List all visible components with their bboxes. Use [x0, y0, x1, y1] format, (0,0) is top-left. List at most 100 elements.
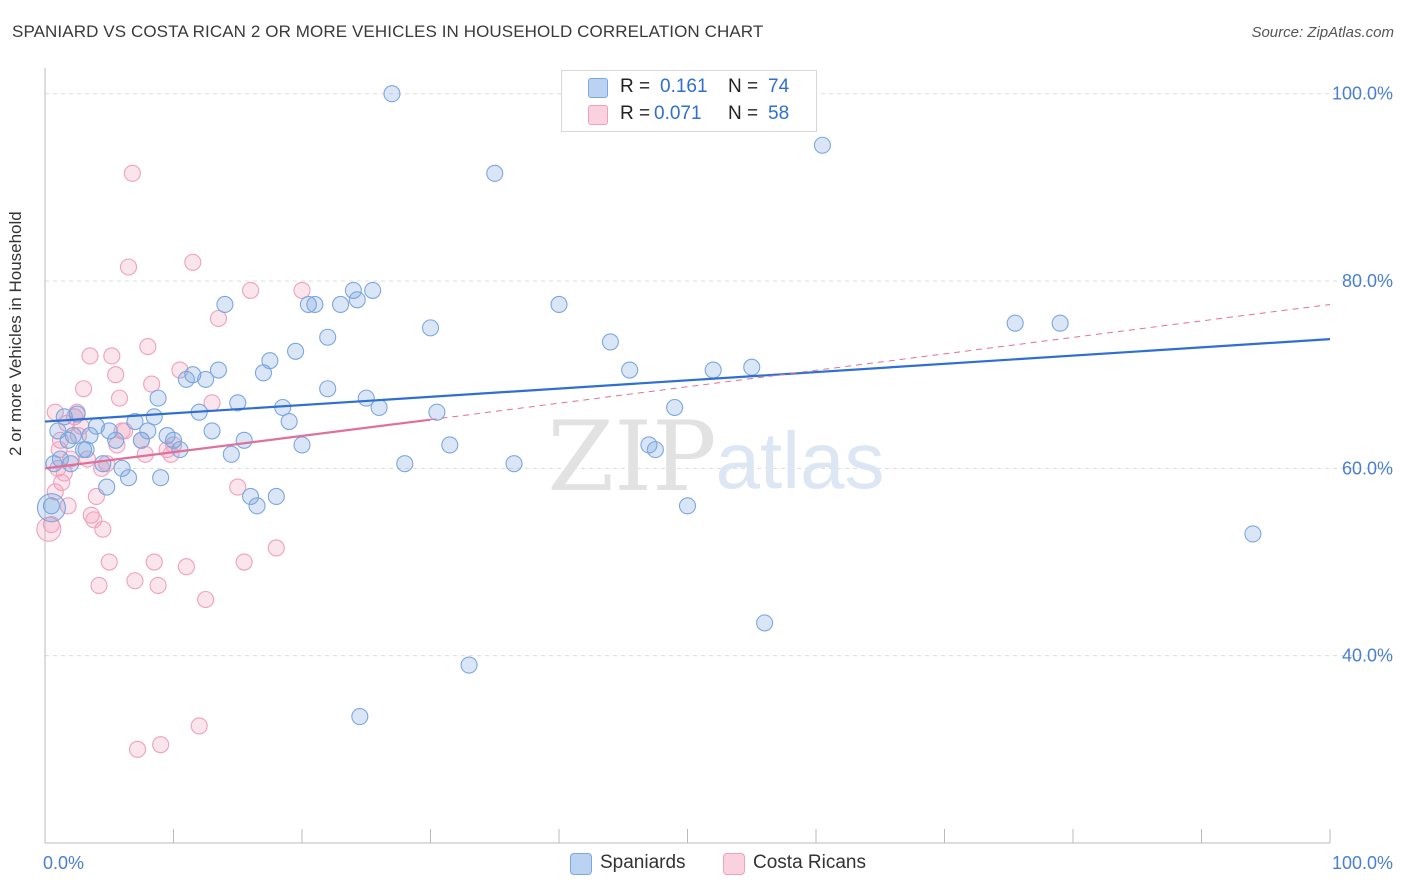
spaniards-point — [364, 281, 382, 299]
costa-ricans-point — [197, 590, 215, 609]
spaniards-point — [396, 455, 414, 473]
spaniards-point — [1051, 314, 1069, 332]
tick-labels: 100.0% 80.0% 60.0% 40.0% 0.0% 100.0% — [43, 84, 1393, 873]
spaniards-point — [460, 656, 478, 674]
spaniards-point — [81, 427, 99, 445]
spaniards-r-value: 0.161 — [660, 76, 708, 97]
legend-n-label: N = — [728, 103, 759, 124]
costa-ricans-point — [107, 366, 125, 384]
spaniards-point — [421, 319, 440, 337]
costa-ricans-point — [94, 520, 112, 538]
spaniards-point — [119, 469, 138, 487]
spaniards-point — [428, 403, 446, 421]
spaniards-point — [64, 427, 82, 445]
spaniards-point — [486, 164, 504, 182]
spaniards-point — [306, 295, 324, 314]
spaniards-point — [550, 295, 568, 314]
legend-r-label: R = — [620, 103, 651, 124]
spaniards-point — [287, 342, 305, 360]
costa-ricans-point — [123, 164, 141, 182]
spaniards-point — [351, 708, 369, 726]
costa-ricans-swatch — [588, 105, 608, 125]
spaniards-point — [107, 431, 125, 449]
spaniards-point — [59, 431, 77, 449]
spaniards-point — [299, 295, 317, 314]
costa-ricans-point — [103, 347, 121, 365]
spaniards-point — [383, 85, 401, 103]
costa-ricans-point — [110, 389, 129, 407]
costa-ricans-point — [171, 361, 189, 379]
spaniards-point — [261, 352, 279, 370]
costa-ricans-point — [53, 473, 71, 491]
costa-ricans-point — [229, 478, 247, 496]
y-tick-label: 60.0% — [1342, 458, 1393, 478]
spaniards-point — [743, 358, 761, 376]
trend-lines — [44, 303, 1331, 470]
costa-ricans-point — [90, 576, 108, 594]
costa-ricans-legend-swatch — [723, 853, 745, 875]
spaniards-point — [319, 328, 337, 346]
spaniards-point — [132, 431, 150, 449]
spaniards-point — [601, 333, 619, 351]
chart-title: SPANIARD VS COSTA RICAN 2 OR MORE VEHICL… — [12, 22, 764, 41]
costa-ricans-point — [62, 450, 80, 468]
y-tick-label: 100.0% — [1332, 84, 1393, 104]
spaniards-point — [646, 441, 664, 459]
costa-ricans-point — [128, 740, 147, 758]
spaniards-point — [68, 405, 86, 423]
source-label: Source: ZipAtlas.com — [1251, 24, 1394, 41]
spaniards-point — [229, 394, 247, 412]
spaniards-point — [1006, 314, 1024, 332]
costa-ricans-point — [184, 253, 202, 271]
spaniards-point — [319, 380, 337, 398]
watermark-zip: ZIP — [547, 401, 716, 513]
watermark: ZIP atlas — [547, 401, 884, 513]
spaniards-point — [98, 478, 116, 496]
spaniards-point — [267, 487, 285, 506]
spaniards-point — [280, 412, 298, 431]
spaniards-point — [42, 497, 60, 515]
spaniards-point — [139, 422, 157, 440]
costa-ricans-point — [293, 281, 311, 299]
spaniards-point — [152, 469, 170, 487]
spaniards-point — [621, 361, 639, 379]
spaniards-swatch — [588, 78, 608, 98]
spaniards-points — [36, 85, 1262, 726]
costa-ricans-point — [235, 553, 253, 571]
costa-ricans-point — [143, 375, 161, 393]
spaniards-point — [209, 361, 228, 379]
legend-r-label: R = — [620, 76, 651, 97]
spaniards-point — [242, 487, 260, 506]
costa-ricans-point — [126, 572, 144, 590]
spaniards-point — [813, 136, 831, 154]
stats-legend: R = 0.161 N = 74 R = 0.071 N = 58 — [561, 70, 817, 132]
legend-row-costa-ricans: R = 0.071 N = 58 — [588, 101, 818, 127]
spaniards-n-value: 74 — [768, 76, 790, 97]
costa-ricans-n-value: 58 — [768, 103, 790, 124]
costa-ricans-point — [145, 553, 163, 571]
costa-ricans-point — [85, 511, 103, 529]
spaniards-point — [344, 281, 362, 299]
spaniards-point — [704, 361, 722, 379]
spaniards-point — [113, 459, 131, 477]
costa-ricans-point — [152, 736, 170, 754]
costa-ricans-legend-label: Costa Ricans — [753, 852, 866, 873]
costa-ricans-trend-line — [44, 418, 431, 470]
costa-ricans-point — [100, 553, 118, 571]
spaniards-point — [36, 493, 66, 523]
costa-ricans-point — [75, 380, 93, 398]
spaniards-legend-label: Spaniards — [600, 852, 686, 873]
spaniards-point — [203, 422, 221, 440]
spaniards-point — [100, 422, 118, 440]
costa-ricans-point — [36, 516, 62, 542]
spaniards-point — [164, 431, 183, 449]
spaniards-point — [216, 295, 234, 314]
spaniards-point — [756, 614, 774, 632]
spaniards-point — [184, 366, 202, 384]
costa-ricans-point — [139, 338, 157, 356]
costa-ricans-point — [82, 506, 100, 524]
spaniards-point — [94, 455, 112, 473]
x-tick-label: 100.0% — [1332, 853, 1393, 873]
costa-ricans-r-value: 0.071 — [654, 103, 702, 124]
costa-ricans-trend-extension — [430, 303, 1331, 421]
